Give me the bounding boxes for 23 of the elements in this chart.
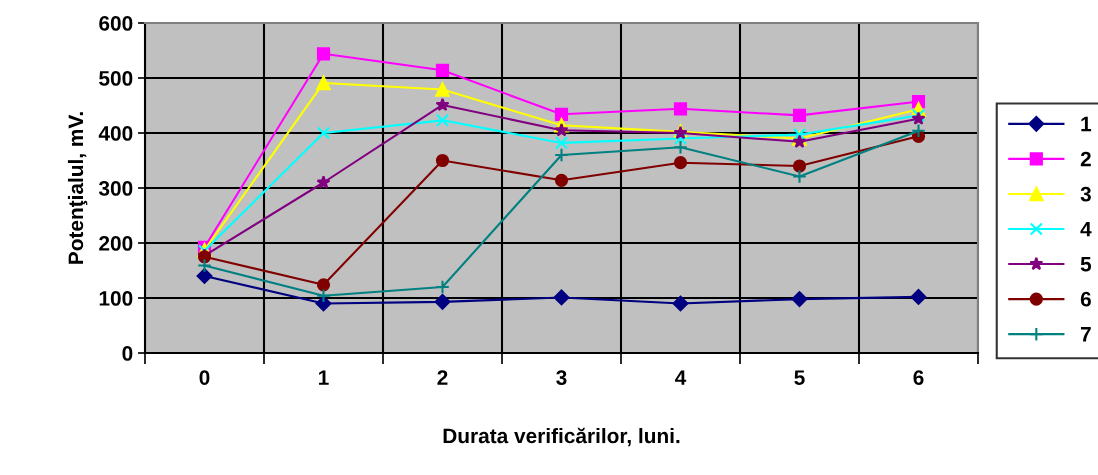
legend-label: 6 xyxy=(1080,291,1091,307)
legend-label: 3 xyxy=(1080,186,1091,202)
x-tick-label: 1 xyxy=(319,370,329,385)
y-tick-label: 600 xyxy=(99,16,133,31)
x-tick-label: 4 xyxy=(675,370,687,385)
y-tick-label: 100 xyxy=(99,291,133,306)
x-tick-label: 6 xyxy=(913,370,924,385)
y-tick-label: 400 xyxy=(98,126,133,141)
x-tick-label: 5 xyxy=(794,370,805,385)
legend-label: 4 xyxy=(1080,221,1092,237)
y-axis-title: Potenţialul, mV. xyxy=(67,112,88,264)
legend-label: 2 xyxy=(1080,151,1091,167)
x-tick-label: 2 xyxy=(437,370,448,385)
x-axis-title: Durata verificărilor, luni. xyxy=(443,427,680,447)
x-tick-label: 0 xyxy=(199,370,210,385)
legend-label: 1 xyxy=(1081,116,1092,132)
legend-label: 7 xyxy=(1080,327,1091,342)
x-tick-label: 3 xyxy=(556,370,567,385)
legend-label: 5 xyxy=(1080,257,1092,272)
y-tick-label: 300 xyxy=(98,181,133,196)
y-tick-label: 0 xyxy=(122,346,133,361)
y-tick-label: 200 xyxy=(99,236,133,251)
y-tick-label: 500 xyxy=(99,71,133,86)
